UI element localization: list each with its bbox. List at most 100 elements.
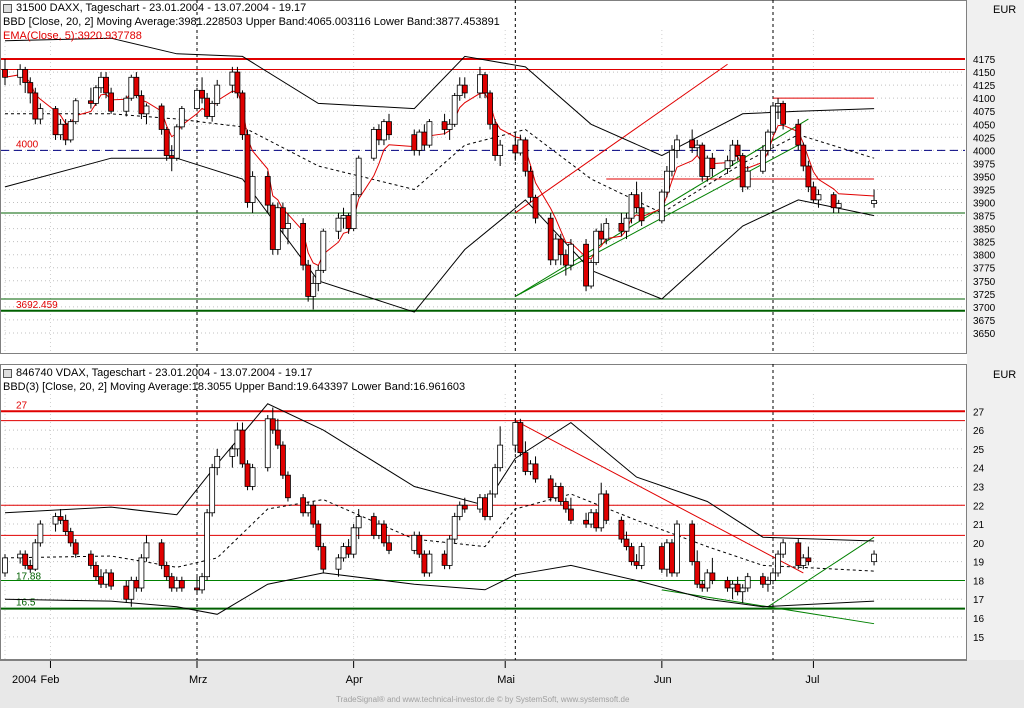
candle [209, 100, 216, 122]
candle [669, 145, 675, 177]
candle-body [739, 587, 746, 593]
candle [815, 189, 822, 208]
candle-body [674, 139, 680, 151]
candle-body [446, 538, 453, 566]
candle-body [350, 194, 357, 230]
x-tick-label: Jun [654, 674, 672, 686]
candle [562, 497, 569, 513]
candle [300, 218, 307, 271]
candle-body [805, 557, 812, 563]
candle-body [340, 215, 347, 219]
candle [724, 155, 731, 174]
candle [52, 106, 59, 140]
candle [72, 539, 79, 558]
y-tick-label: 3825 [973, 238, 996, 249]
candle-body [163, 565, 170, 578]
candle-body [759, 149, 766, 172]
vdax-panel[interactable]: 15 16 17 18 19 20 21 22 23 24 25 26 27 27 17.88 16.5 [0, 364, 985, 660]
candle-body [618, 222, 625, 232]
candle-body [128, 76, 135, 99]
candle [87, 550, 94, 570]
y-tick-label: 24 [973, 464, 985, 475]
panel-menu-icon[interactable] [3, 3, 12, 13]
candle-body [244, 463, 251, 487]
candle-body [830, 194, 837, 209]
y-tick-label: 3750 [973, 277, 996, 288]
candle-body [158, 542, 165, 566]
candle-body [775, 102, 781, 107]
candle-body [239, 429, 246, 465]
candle [704, 569, 711, 592]
candle [37, 520, 44, 547]
candle-body [557, 238, 564, 256]
candle [411, 531, 418, 555]
candle-body [633, 194, 640, 209]
bollinger-upper [4, 37, 875, 157]
candle-body [517, 422, 524, 454]
bollinger-lower [4, 564, 875, 615]
candle-body [426, 121, 433, 146]
candle-body [178, 108, 185, 128]
candle-body [603, 493, 610, 521]
candle [143, 103, 150, 125]
candle-body [477, 497, 483, 510]
y-tick-label: 4125 [973, 81, 996, 92]
candle [557, 482, 564, 506]
candle-body [835, 203, 842, 209]
y-tick-label: 20 [973, 539, 985, 550]
candle-body [512, 422, 519, 446]
candle [492, 463, 499, 498]
y-tick-label: 26 [973, 426, 985, 437]
candle-body [168, 576, 175, 589]
candle [62, 514, 69, 536]
candle-body [98, 76, 104, 89]
candle-body [421, 553, 428, 574]
candle-body [871, 553, 877, 563]
candle-body [123, 585, 130, 600]
candle-body [123, 97, 130, 112]
dax-bollinger-legend: BBD [Close, 20, 2] Moving Average:3981.2… [3, 16, 500, 28]
candle-body [426, 553, 433, 574]
dax-panel[interactable]: 3650 3675 3700 3725 3750 3775 3800 3825 3850 3875… [0, 0, 996, 354]
panel-menu-icon[interactable] [3, 368, 12, 378]
candle [421, 550, 428, 577]
y-tick-label: 23 [973, 482, 985, 493]
candle [567, 239, 574, 271]
level-label: 3692.459 [16, 300, 58, 311]
candle-body [517, 139, 524, 154]
candle-body [279, 444, 286, 476]
candle-body [269, 418, 276, 431]
candle [350, 192, 357, 232]
candle-body [451, 516, 458, 540]
candle [2, 59, 8, 86]
candle-body [209, 102, 216, 117]
candle [603, 490, 610, 525]
y-tick-label: 16 [973, 614, 985, 625]
candle [315, 265, 322, 292]
candle [163, 126, 170, 161]
candle-body [482, 497, 488, 517]
candle [795, 119, 802, 151]
candle [123, 95, 130, 117]
candle [305, 259, 312, 302]
candle [744, 572, 751, 592]
candle-body [588, 512, 595, 525]
candle-body [143, 105, 150, 115]
candle-body [674, 523, 680, 574]
candle [274, 202, 281, 255]
level-label: 4000 [16, 139, 39, 150]
candle [310, 501, 317, 528]
candle-body [133, 76, 140, 96]
candle [178, 576, 185, 592]
candle-body [704, 572, 711, 589]
candle [871, 189, 877, 208]
candle-body [37, 108, 44, 120]
candle-body [22, 553, 29, 566]
x-tick-label: Mai [497, 674, 515, 686]
candle-body [497, 444, 504, 469]
candle-body [138, 557, 145, 589]
candle [2, 554, 8, 577]
candle-body [416, 131, 423, 151]
candle-body [628, 194, 635, 219]
